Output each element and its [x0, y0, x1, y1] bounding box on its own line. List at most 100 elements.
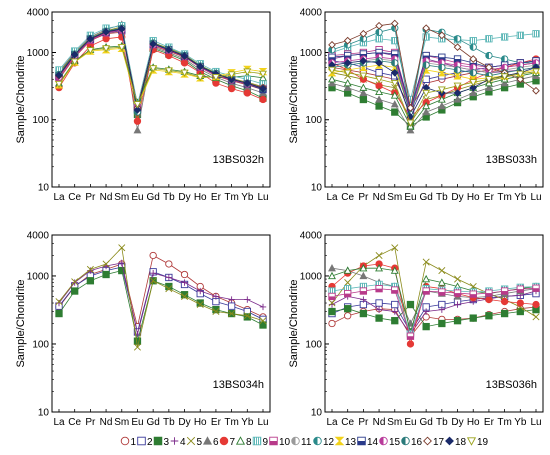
data-point-9-Tm [500, 33, 509, 41]
data-point-3-Yb [243, 313, 251, 321]
legend-marker-18 [445, 436, 454, 446]
series-18 [55, 24, 267, 114]
data-point-7-Lu [259, 95, 267, 104]
x-tick-label-Ce: Ce [341, 417, 354, 428]
legend-label-12: 12 [323, 437, 335, 448]
data-point-18-Dy [180, 52, 189, 60]
data-point-3-Er [212, 305, 220, 314]
data-point-18-Sm [390, 68, 399, 77]
data-point-7-Dy [180, 59, 189, 67]
data-point-17-Lu [532, 86, 540, 95]
data-point-5-Sm [118, 244, 126, 252]
data-point-3-Er [485, 312, 493, 320]
legend-label-7: 7 [230, 437, 236, 448]
data-point-19-Ho [196, 73, 205, 82]
data-point-19-Ce [70, 58, 79, 66]
legend-item-18: 18 [445, 436, 467, 448]
data-point-4-Pr [87, 267, 94, 274]
legend-marker-1 [120, 436, 130, 446]
data-point-4-Lu [259, 303, 267, 311]
y-tick-label: 100 [305, 339, 322, 350]
data-point-7-Yb [516, 299, 524, 307]
data-point-19-Gd [149, 65, 158, 73]
legend-label-11: 11 [301, 437, 312, 448]
sample-label: 13BS033h [486, 154, 537, 166]
legend-label-4: 4 [180, 437, 186, 448]
x-tick-label-Tb: Tb [436, 192, 448, 203]
legend-marker-12-half [313, 437, 318, 445]
data-point-2-Nd [375, 69, 383, 77]
x-tick-label-Er: Er [211, 192, 222, 203]
legend-item-10: 10 [269, 436, 291, 448]
data-point-15-Ho-half [470, 64, 474, 71]
data-point-5-Ce [344, 279, 352, 287]
y-tick-label: 100 [32, 115, 49, 126]
data-point-19-Dy [453, 82, 462, 90]
y-tick-label: 100 [305, 115, 322, 126]
data-point-4-La [55, 299, 63, 307]
x-tick-label-Sm: Sm [387, 417, 402, 428]
data-point-19-Gd [422, 89, 431, 98]
data-point-17-Sm [390, 19, 399, 28]
data-point-15-Tm-half [501, 64, 505, 71]
legend-marker-9 [252, 436, 262, 446]
x-tick-label-Nd: Nd [100, 417, 113, 428]
data-point-10-La-half [328, 296, 336, 300]
y-tick-label: 100 [32, 339, 49, 350]
series-19 [328, 66, 540, 127]
legend-item-13: 13 [334, 436, 357, 448]
data-point-16-Ho-half [470, 69, 474, 76]
data-point-1-Ce [344, 312, 352, 320]
data-point-16-Dy-half [454, 66, 458, 74]
x-tick-label-Ho: Ho [467, 192, 480, 203]
legend-label-1: 1 [131, 437, 137, 448]
data-point-8-Gd [422, 101, 431, 110]
x-tick-label-Yb: Yb [241, 417, 254, 428]
data-point-3-Nd [375, 102, 383, 110]
data-point-6-Ho [469, 88, 478, 97]
data-point-6-La [328, 264, 336, 272]
legend-marker-8 [235, 436, 246, 445]
y-tick-label: 1000 [27, 48, 50, 59]
x-tick-label-Sm: Sm [114, 192, 129, 203]
y-axis-label: Sample/Chondrite [15, 55, 27, 143]
legend-marker-16-half [401, 437, 406, 445]
legend-label-2: 2 [147, 437, 153, 448]
x-tick-label-Tm: Tm [497, 417, 511, 428]
x-tick-label-Gd: Gd [419, 417, 432, 428]
data-point-12-Nd-half [375, 29, 380, 36]
data-point-19-Yb [243, 68, 252, 76]
legend-marker-19 [466, 437, 477, 446]
data-point-10-Tm-half [501, 291, 508, 295]
data-point-19-Ho [469, 79, 478, 87]
y-tick-label: 1000 [300, 48, 323, 59]
legend-label-8: 8 [246, 437, 252, 448]
data-point-3-Gd [422, 322, 430, 331]
legend-item-9: 9 [252, 436, 269, 448]
x-tick-label-Ce: Ce [68, 417, 81, 428]
data-point-3-Sm [391, 317, 399, 325]
x-tick-label-Sm: Sm [114, 417, 129, 428]
legend-item-2: 2 [137, 436, 153, 448]
data-point-16-Sm-half [391, 59, 395, 67]
data-point-4-Nd [375, 306, 383, 313]
x-tick-label-Tm: Tm [497, 192, 511, 203]
data-point-17-Yb [516, 75, 525, 84]
data-point-17-Tb [438, 31, 446, 40]
legend-marker-3 [153, 436, 163, 446]
data-point-5-Dy [181, 292, 189, 300]
data-point-9-Lu [532, 30, 540, 38]
data-point-6-Pr [359, 271, 368, 280]
data-point-9-Yb [516, 31, 524, 39]
x-tick-label-Nd: Nd [373, 192, 386, 203]
legend-marker-4 [170, 437, 179, 445]
data-point-6-Eu [406, 126, 415, 134]
x-tick-label-Dy: Dy [451, 417, 463, 428]
series-19 [55, 43, 267, 109]
data-point-12-Dy-half [454, 35, 458, 42]
data-point-10-Gd-half [422, 291, 430, 295]
data-point-8-La [328, 75, 336, 83]
data-point-12-Er-half [485, 52, 489, 59]
data-point-18-Ho [196, 62, 205, 71]
